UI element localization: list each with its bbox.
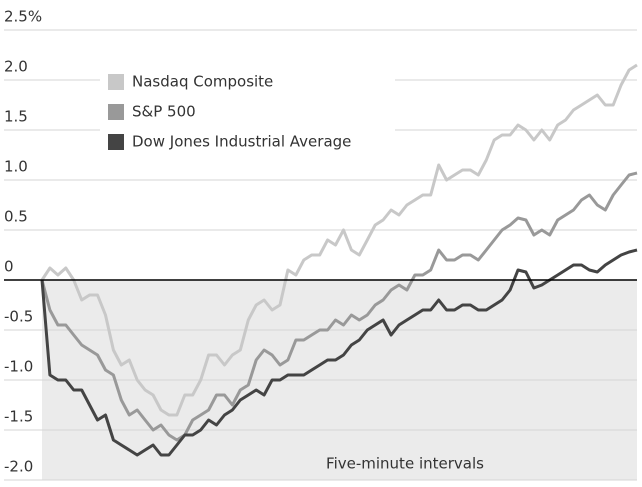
legend-swatch <box>108 104 124 120</box>
y-tick-label: -1.5 <box>4 408 33 426</box>
y-tick-label: 0 <box>4 258 14 276</box>
legend-label: Dow Jones Industrial Average <box>132 133 351 151</box>
y-tick-label: 1.5 <box>4 108 28 126</box>
y-tick-label: -2.0 <box>4 458 33 476</box>
y-tick-label: 1.0 <box>4 158 28 176</box>
legend: Nasdaq Composite S&P 500 Dow Jones Industr… <box>100 66 395 158</box>
y-tick-label: 2.5% <box>4 8 42 26</box>
series-line <box>40 63 638 417</box>
legend-swatch <box>108 134 124 150</box>
y-tick-label: 0.5 <box>4 208 28 226</box>
series-line <box>40 248 638 457</box>
y-tick-label: -0.5 <box>4 308 33 326</box>
legend-label: Nasdaq Composite <box>132 73 273 91</box>
y-tick-label: 2.0 <box>4 58 28 76</box>
legend-bg <box>100 66 395 158</box>
y-tick-label: -1.0 <box>4 358 33 376</box>
legend-label: S&P 500 <box>132 103 196 121</box>
series-line <box>40 171 638 442</box>
legend-swatch <box>108 74 124 90</box>
annotation: Five-minute intervals <box>326 455 484 473</box>
